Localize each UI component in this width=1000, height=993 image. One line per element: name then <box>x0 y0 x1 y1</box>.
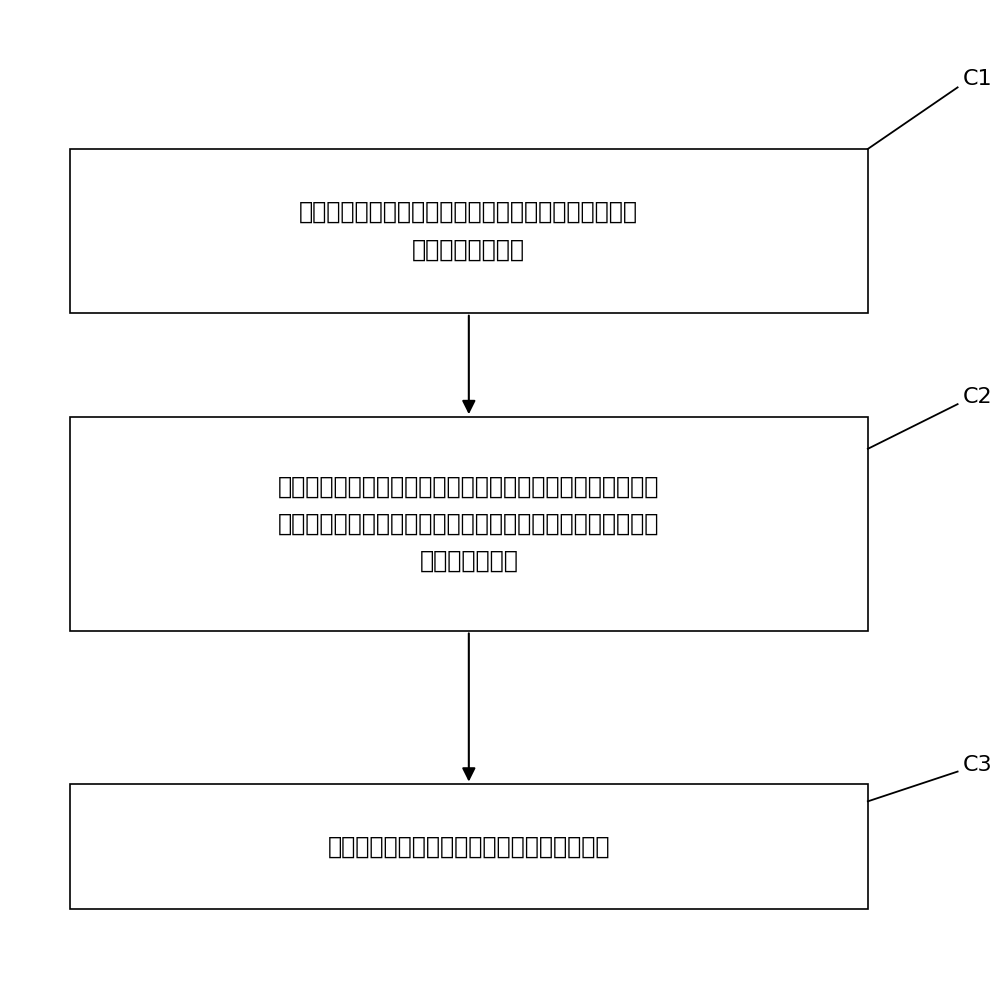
Text: C1: C1 <box>963 70 992 89</box>
Text: 反应室内的废液依次穿过所述开口和管道排出: 反应室内的废液依次穿过所述开口和管道排出 <box>328 834 610 859</box>
Text: C2: C2 <box>963 387 992 407</box>
Bar <box>70 417 868 631</box>
Text: 驱动模块间接地驱动反应室下侧的旋转盘旋转，旋转盘上的磁
铁驱动所述反应室内的搅拌子转动，待测液体和试剂混合并被
加热，发生反应: 驱动模块间接地驱动反应室下侧的旋转盘旋转，旋转盘上的磁 铁驱动所述反应室内的搅拌… <box>278 475 660 573</box>
Bar <box>70 149 868 313</box>
Bar <box>70 784 868 909</box>
Text: C3: C3 <box>963 755 992 775</box>
Text: 待测液体及试剂分别依次穿过管道和反应室底端的开口
，进入所述反应室: 待测液体及试剂分别依次穿过管道和反应室底端的开口 ，进入所述反应室 <box>299 201 638 261</box>
